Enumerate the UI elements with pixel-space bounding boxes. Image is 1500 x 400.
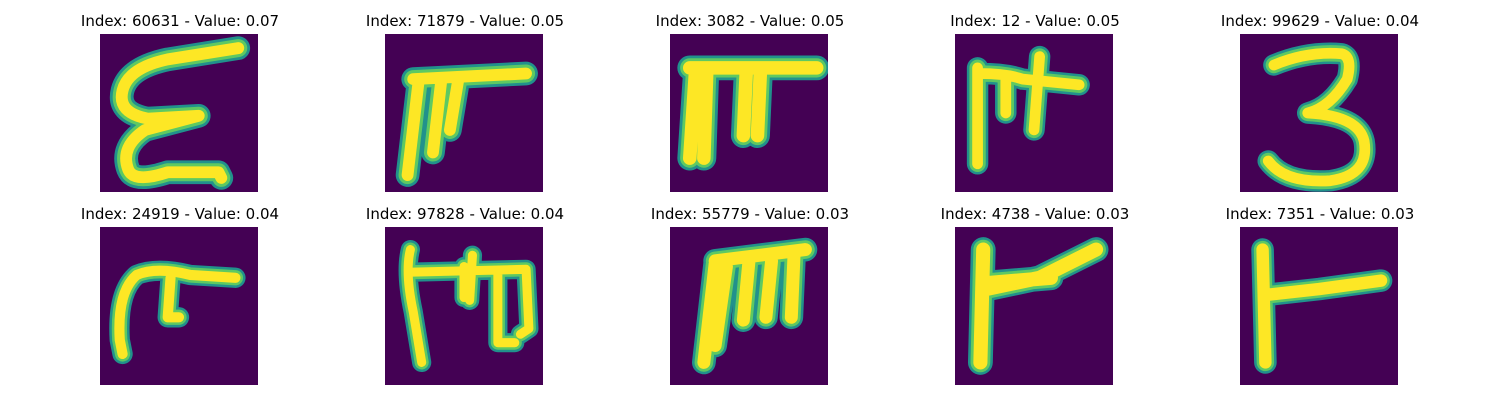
digit-image	[100, 227, 258, 385]
digit-drawing	[966, 45, 1090, 175]
digit-panel-9: Index: 4738 - Value: 0.03	[915, 205, 1155, 385]
digit-panel-2: Index: 71879 - Value: 0.05	[345, 12, 585, 192]
panel-title: Index: 7351 - Value: 0.03	[1225, 205, 1415, 223]
panel-title: Index: 55779 - Value: 0.03	[650, 205, 850, 223]
digit-drawing	[1257, 42, 1376, 192]
digit-image	[670, 34, 828, 192]
digit-image	[955, 227, 1113, 385]
digit-image	[385, 34, 543, 192]
digit-panel-7: Index: 97828 - Value: 0.04	[345, 205, 585, 385]
digit-drawing	[109, 36, 251, 190]
digit-panel-6: Index: 24919 - Value: 0.04	[60, 205, 300, 385]
panel-title: Index: 60631 - Value: 0.07	[80, 12, 280, 30]
digit-drawing	[692, 237, 818, 375]
digit-panel-1: Index: 60631 - Value: 0.07	[60, 12, 300, 192]
digit-image	[955, 34, 1113, 192]
panel-title: Index: 99629 - Value: 0.04	[1220, 12, 1420, 30]
digit-drawing	[398, 239, 539, 373]
panel-title: Index: 12 - Value: 0.05	[950, 12, 1120, 30]
digit-drawing	[967, 237, 1109, 375]
digit-drawing	[677, 55, 828, 171]
panel-title: Index: 4738 - Value: 0.03	[940, 205, 1130, 223]
panel-title: Index: 3082 - Value: 0.05	[655, 12, 845, 30]
digit-panel-3: Index: 3082 - Value: 0.05	[630, 12, 870, 192]
digit-drawing	[109, 260, 246, 365]
digit-image	[1240, 227, 1398, 385]
digit-panel-10: Index: 7351 - Value: 0.03	[1200, 205, 1440, 385]
digit-panel-8: Index: 55779 - Value: 0.03	[630, 205, 870, 385]
digit-panel-4: Index: 12 - Value: 0.05	[915, 12, 1155, 192]
digit-drawing	[1251, 238, 1393, 374]
digit-drawing	[395, 61, 538, 187]
digit-panel-5: Index: 99629 - Value: 0.04	[1200, 12, 1440, 192]
panel-title: Index: 24919 - Value: 0.04	[80, 205, 280, 223]
digit-image	[1240, 34, 1398, 192]
panel-title: Index: 97828 - Value: 0.04	[365, 205, 565, 223]
digit-image	[100, 34, 258, 192]
panel-title: Index: 71879 - Value: 0.05	[365, 12, 565, 30]
digit-image	[385, 227, 543, 385]
digit-image	[670, 227, 828, 385]
